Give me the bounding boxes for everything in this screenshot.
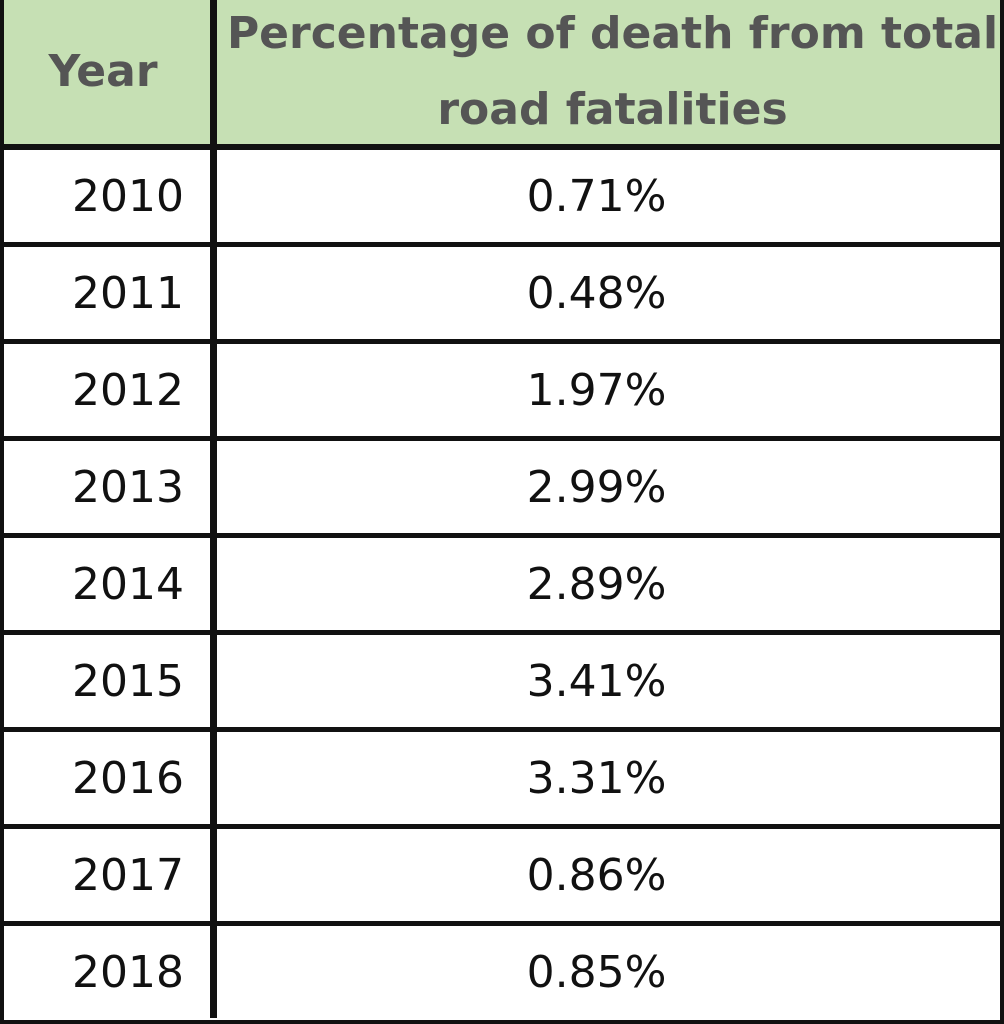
year-cell: 2017 [4, 829, 217, 921]
percentage-cell: 0.48% [526, 267, 667, 319]
percentage-cell: 1.97% [526, 364, 667, 416]
table-row: 2015 3.41% [4, 635, 1000, 732]
year-cell: 2011 [4, 247, 217, 339]
year-cell: 2010 [4, 150, 217, 242]
year-cell: 2018 [4, 926, 217, 1018]
percentage-cell: 3.41% [526, 655, 667, 707]
table-row: 2011 0.48% [4, 247, 1000, 344]
year-cell: 2012 [4, 344, 217, 436]
table-row: 2013 2.99% [4, 441, 1000, 538]
table-row: 2014 2.89% [4, 538, 1000, 635]
percentage-cell: 2.99% [526, 461, 667, 513]
year-cell: 2013 [4, 441, 217, 533]
percentage-cell: 0.85% [526, 946, 667, 998]
year-cell: 2016 [4, 732, 217, 824]
table-row: 2012 1.97% [4, 344, 1000, 441]
header-year: Year [4, 0, 217, 144]
table-row: 2017 0.86% [4, 829, 1000, 926]
year-cell: 2015 [4, 635, 217, 727]
percentage-cell: 0.86% [526, 849, 667, 901]
header-percentage: Percentage of death from total road fata… [226, 8, 999, 135]
percentage-cell: 0.71% [526, 170, 667, 222]
table-row: 2018 0.85% [4, 926, 1000, 1018]
table-header-row: Year Percentage of death from total road… [4, 0, 1000, 150]
percentage-cell: 3.31% [526, 752, 667, 804]
table-row: 2016 3.31% [4, 732, 1000, 829]
year-cell: 2014 [4, 538, 217, 630]
percentage-cell: 2.89% [526, 558, 667, 610]
table-row: 2010 0.71% [4, 150, 1000, 247]
